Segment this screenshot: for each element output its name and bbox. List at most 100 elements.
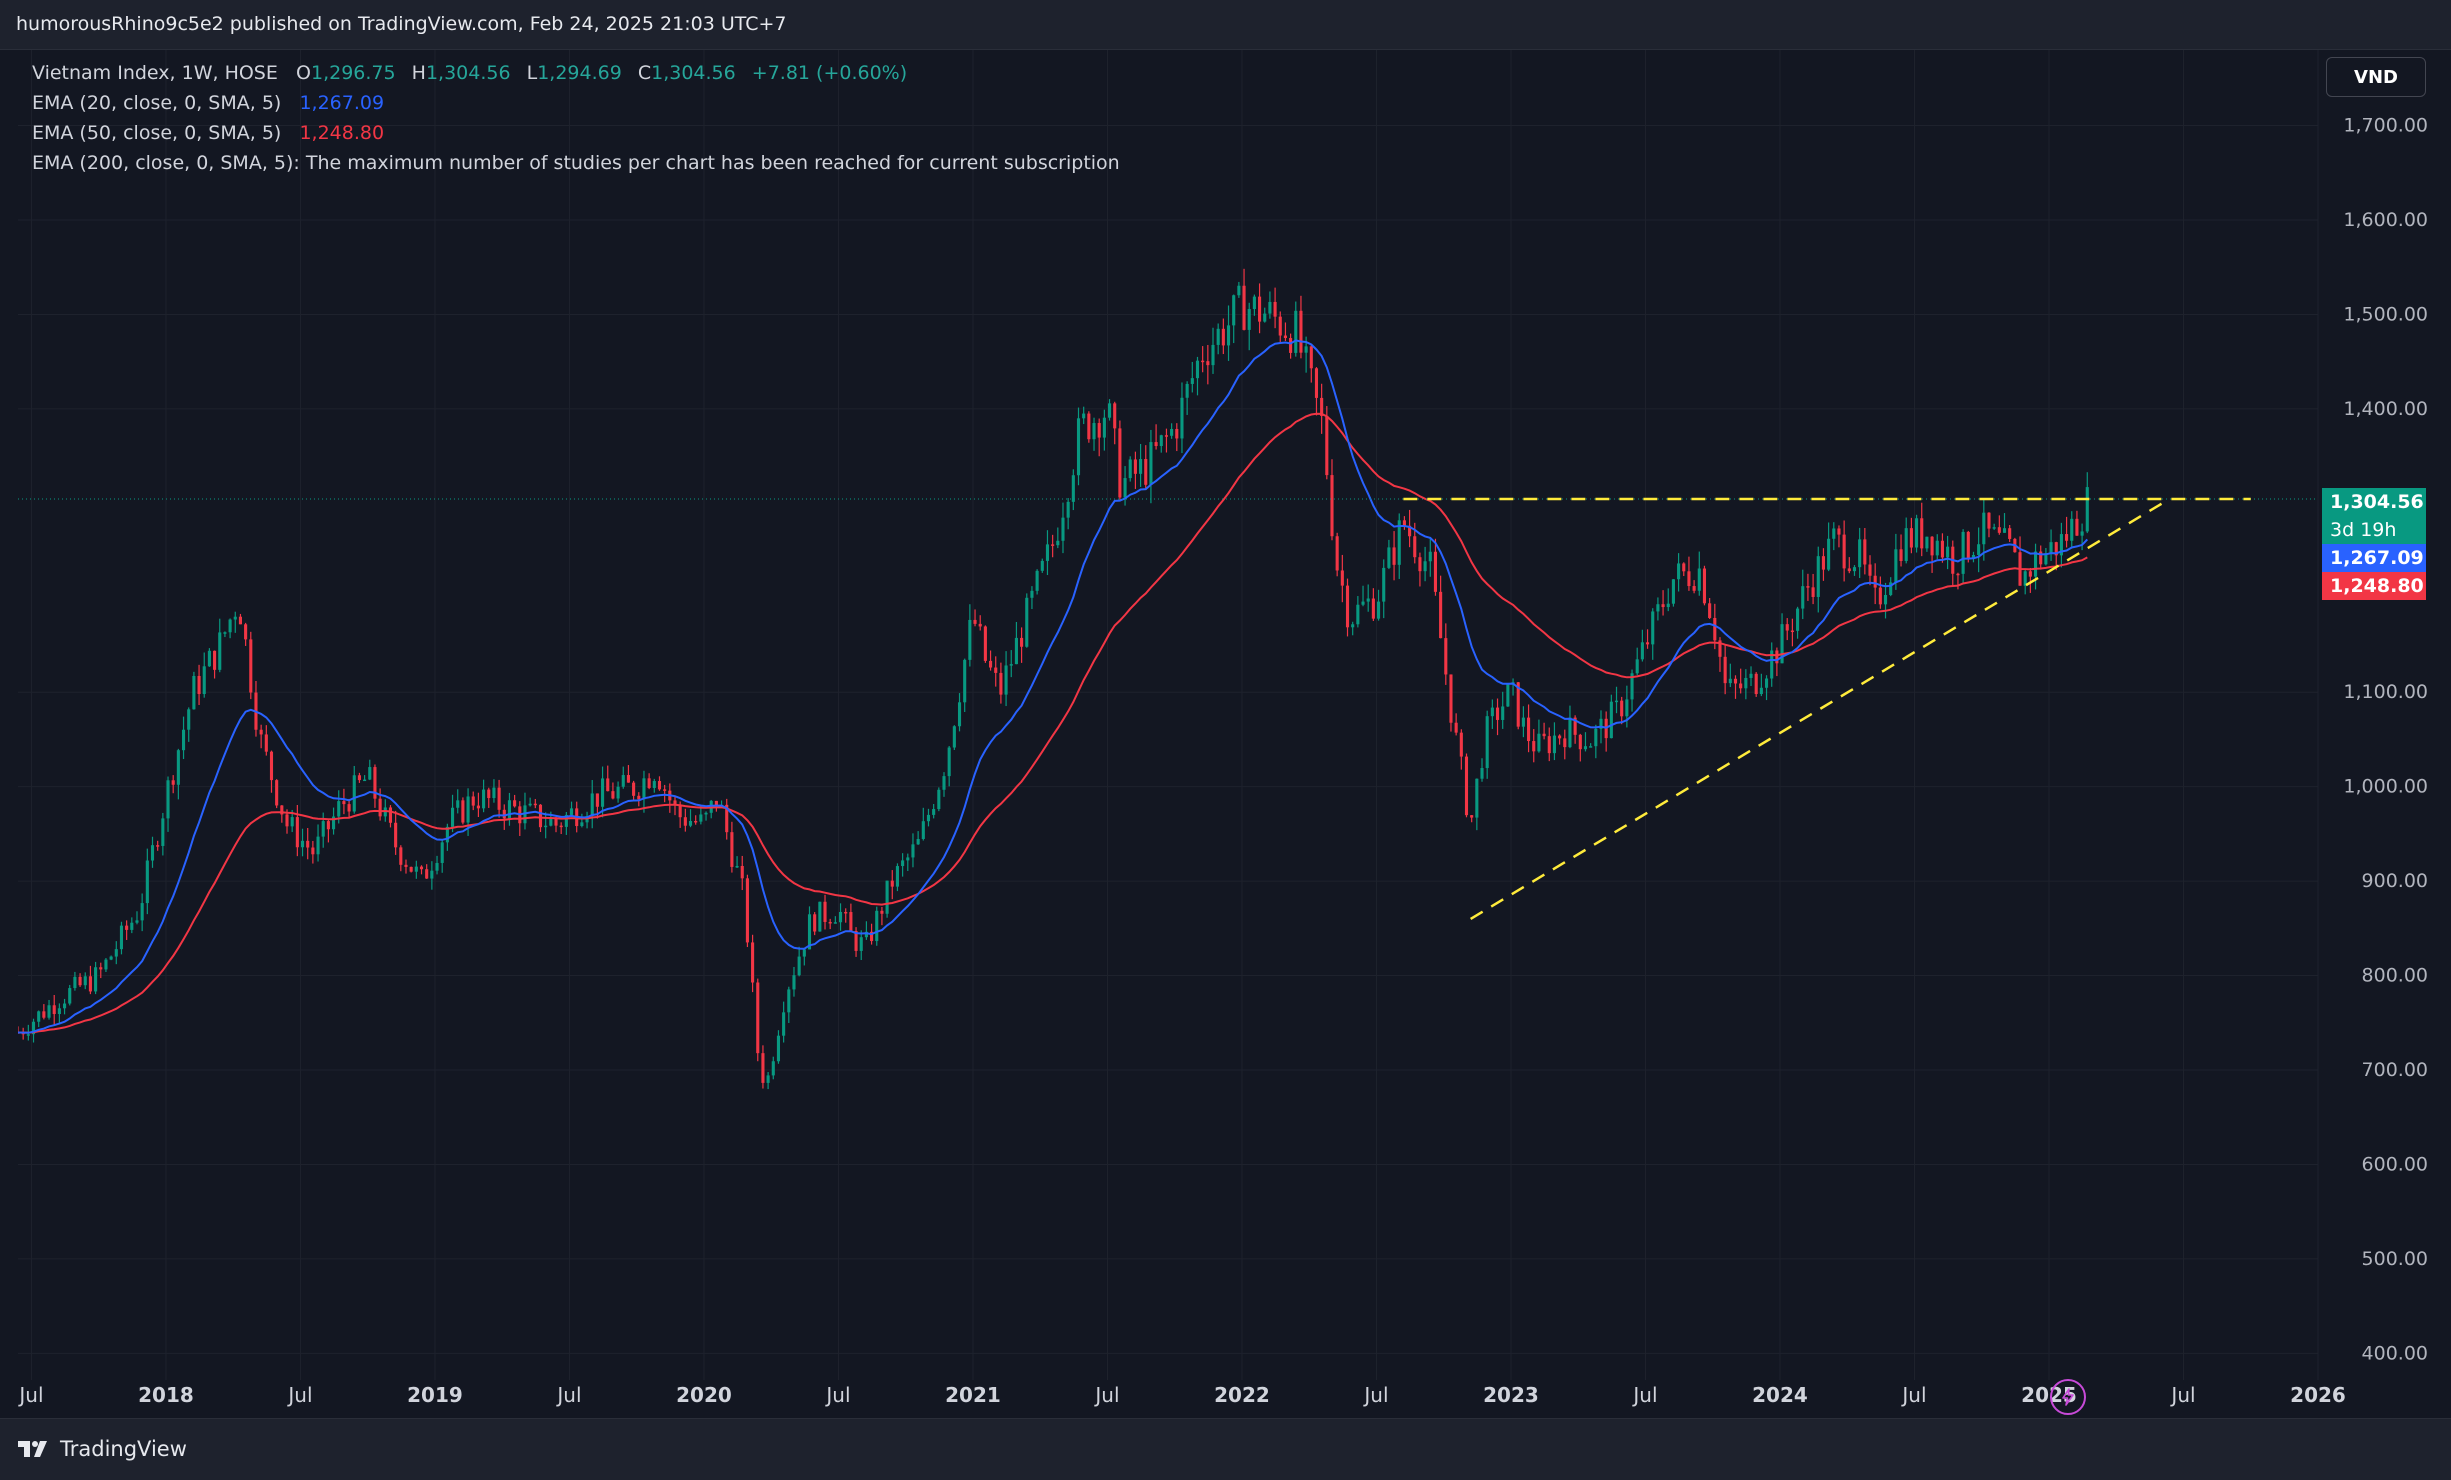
candle-body: [425, 869, 429, 879]
candle-body: [1697, 568, 1701, 591]
ema50-price-tag: 1,248.80: [2322, 572, 2426, 600]
candle-body: [119, 925, 124, 950]
candle-body: [1816, 556, 1820, 597]
candle-body: [1728, 678, 1732, 684]
candle-body: [606, 778, 610, 792]
candle-body: [771, 1061, 775, 1076]
candle-body: [409, 866, 413, 872]
y-tick-label: 900.00: [2362, 870, 2428, 892]
candle-body: [1371, 598, 1375, 619]
candle-body: [1195, 360, 1200, 379]
candle-body: [1045, 544, 1050, 561]
candle-body: [1868, 564, 1872, 576]
candle-body: [125, 925, 129, 930]
candle-body: [1376, 601, 1381, 619]
candle-body: [1051, 544, 1055, 546]
candle-body: [378, 798, 382, 817]
candle-body: [1361, 601, 1365, 605]
candle-body: [663, 789, 667, 791]
candle-body: [2044, 553, 2048, 565]
candle-body: [1832, 528, 1836, 539]
candle-body: [895, 866, 899, 887]
ema20-price-tag: 1,267.09: [2322, 544, 2426, 572]
candle-body: [792, 975, 796, 990]
candle-body: [1144, 459, 1148, 485]
candle-body: [2023, 571, 2027, 586]
candle-body: [1733, 678, 1738, 684]
candle-body: [450, 807, 455, 827]
open-value: 1,296.75: [310, 62, 396, 84]
candle-body: [1915, 518, 1919, 548]
candle-body: [1382, 567, 1386, 602]
x-tick-label: 2024: [1752, 1383, 1808, 1407]
candle-body: [1340, 570, 1344, 586]
candle-body: [849, 912, 853, 931]
candle-body: [1666, 603, 1670, 608]
candle-body: [326, 821, 330, 830]
legend-ema20-row[interactable]: EMA (20, close, 0, SMA, 5) 1,267.09: [32, 92, 384, 114]
candle-body: [1920, 518, 1924, 549]
legend-ema200-row[interactable]: EMA (200, close, 0, SMA, 5): The maximum…: [32, 152, 1120, 174]
candle-body: [414, 866, 418, 872]
candle-body: [528, 803, 532, 806]
candle-body: [264, 734, 268, 752]
candle-body: [1149, 442, 1153, 485]
candle-body: [1547, 736, 1551, 754]
candle-body: [1764, 678, 1769, 688]
x-tick-label: 2019: [407, 1383, 463, 1407]
candle-body: [1408, 525, 1412, 537]
candle-body: [1092, 423, 1096, 440]
candle-body: [1563, 738, 1567, 748]
candle-body: [181, 729, 186, 751]
y-tick-label: 1,400.00: [2343, 398, 2428, 420]
candle-body: [1971, 554, 1976, 559]
currency-button[interactable]: VND: [2326, 57, 2426, 97]
candle-body: [957, 702, 962, 727]
candle-body: [1087, 413, 1091, 440]
candle-body: [751, 942, 755, 983]
y-tick-label: 1,100.00: [2343, 681, 2428, 703]
candle-body: [870, 931, 874, 942]
candle-body: [838, 911, 843, 923]
legend-ema50-row[interactable]: EMA (50, close, 0, SMA, 5) 1,248.80: [32, 122, 384, 144]
candle-body: [1744, 677, 1748, 689]
candle-body: [388, 807, 393, 823]
candle-body: [1899, 549, 1903, 561]
candle-body: [844, 911, 848, 914]
tradingview-logo[interactable]: TradingView: [16, 1437, 187, 1461]
candle-body: [1630, 673, 1634, 700]
candle-body: [1480, 768, 1484, 779]
y-tick-label: 500.00: [2362, 1248, 2428, 1270]
candle-body: [2075, 518, 2079, 536]
candle-body: [1304, 346, 1308, 353]
candle-body: [244, 624, 248, 640]
candle-body: [1351, 624, 1355, 628]
candle-body: [57, 1008, 61, 1015]
candle-body: [2028, 571, 2032, 577]
candle-body: [1040, 560, 1044, 571]
candle-body: [642, 778, 646, 800]
x-tick-label: Jul: [1900, 1383, 1926, 1407]
candle-body: [1076, 418, 1081, 476]
candle-body: [2080, 531, 2084, 536]
candle-body: [347, 804, 351, 812]
candle-body: [813, 914, 817, 932]
candle-body: [1387, 547, 1391, 568]
chart-panel[interactable]: 400.00 500.00 600.00 700.00 800.00 900.00 1,00…: [18, 50, 2432, 1418]
candle-body: [1102, 417, 1106, 438]
candle-body: [1423, 561, 1427, 572]
candle-body: [176, 750, 180, 785]
candle-body: [1226, 325, 1231, 346]
lightning-bolt-icon[interactable]: [2050, 1379, 2086, 1415]
price-chart[interactable]: 400.00 500.00 600.00 700.00 800.00 900.00 1,00…: [18, 50, 2432, 1418]
candle-body: [502, 809, 506, 819]
candle-body: [404, 864, 408, 867]
x-tick-label: 2026: [2290, 1383, 2346, 1407]
candle-body: [1175, 428, 1179, 439]
candle-body: [864, 931, 868, 938]
candle-body: [1847, 568, 1851, 572]
candle-body: [632, 782, 636, 796]
candle-body: [1620, 700, 1624, 717]
support-trendline: [1469, 497, 2171, 920]
candle-body: [1894, 549, 1898, 583]
